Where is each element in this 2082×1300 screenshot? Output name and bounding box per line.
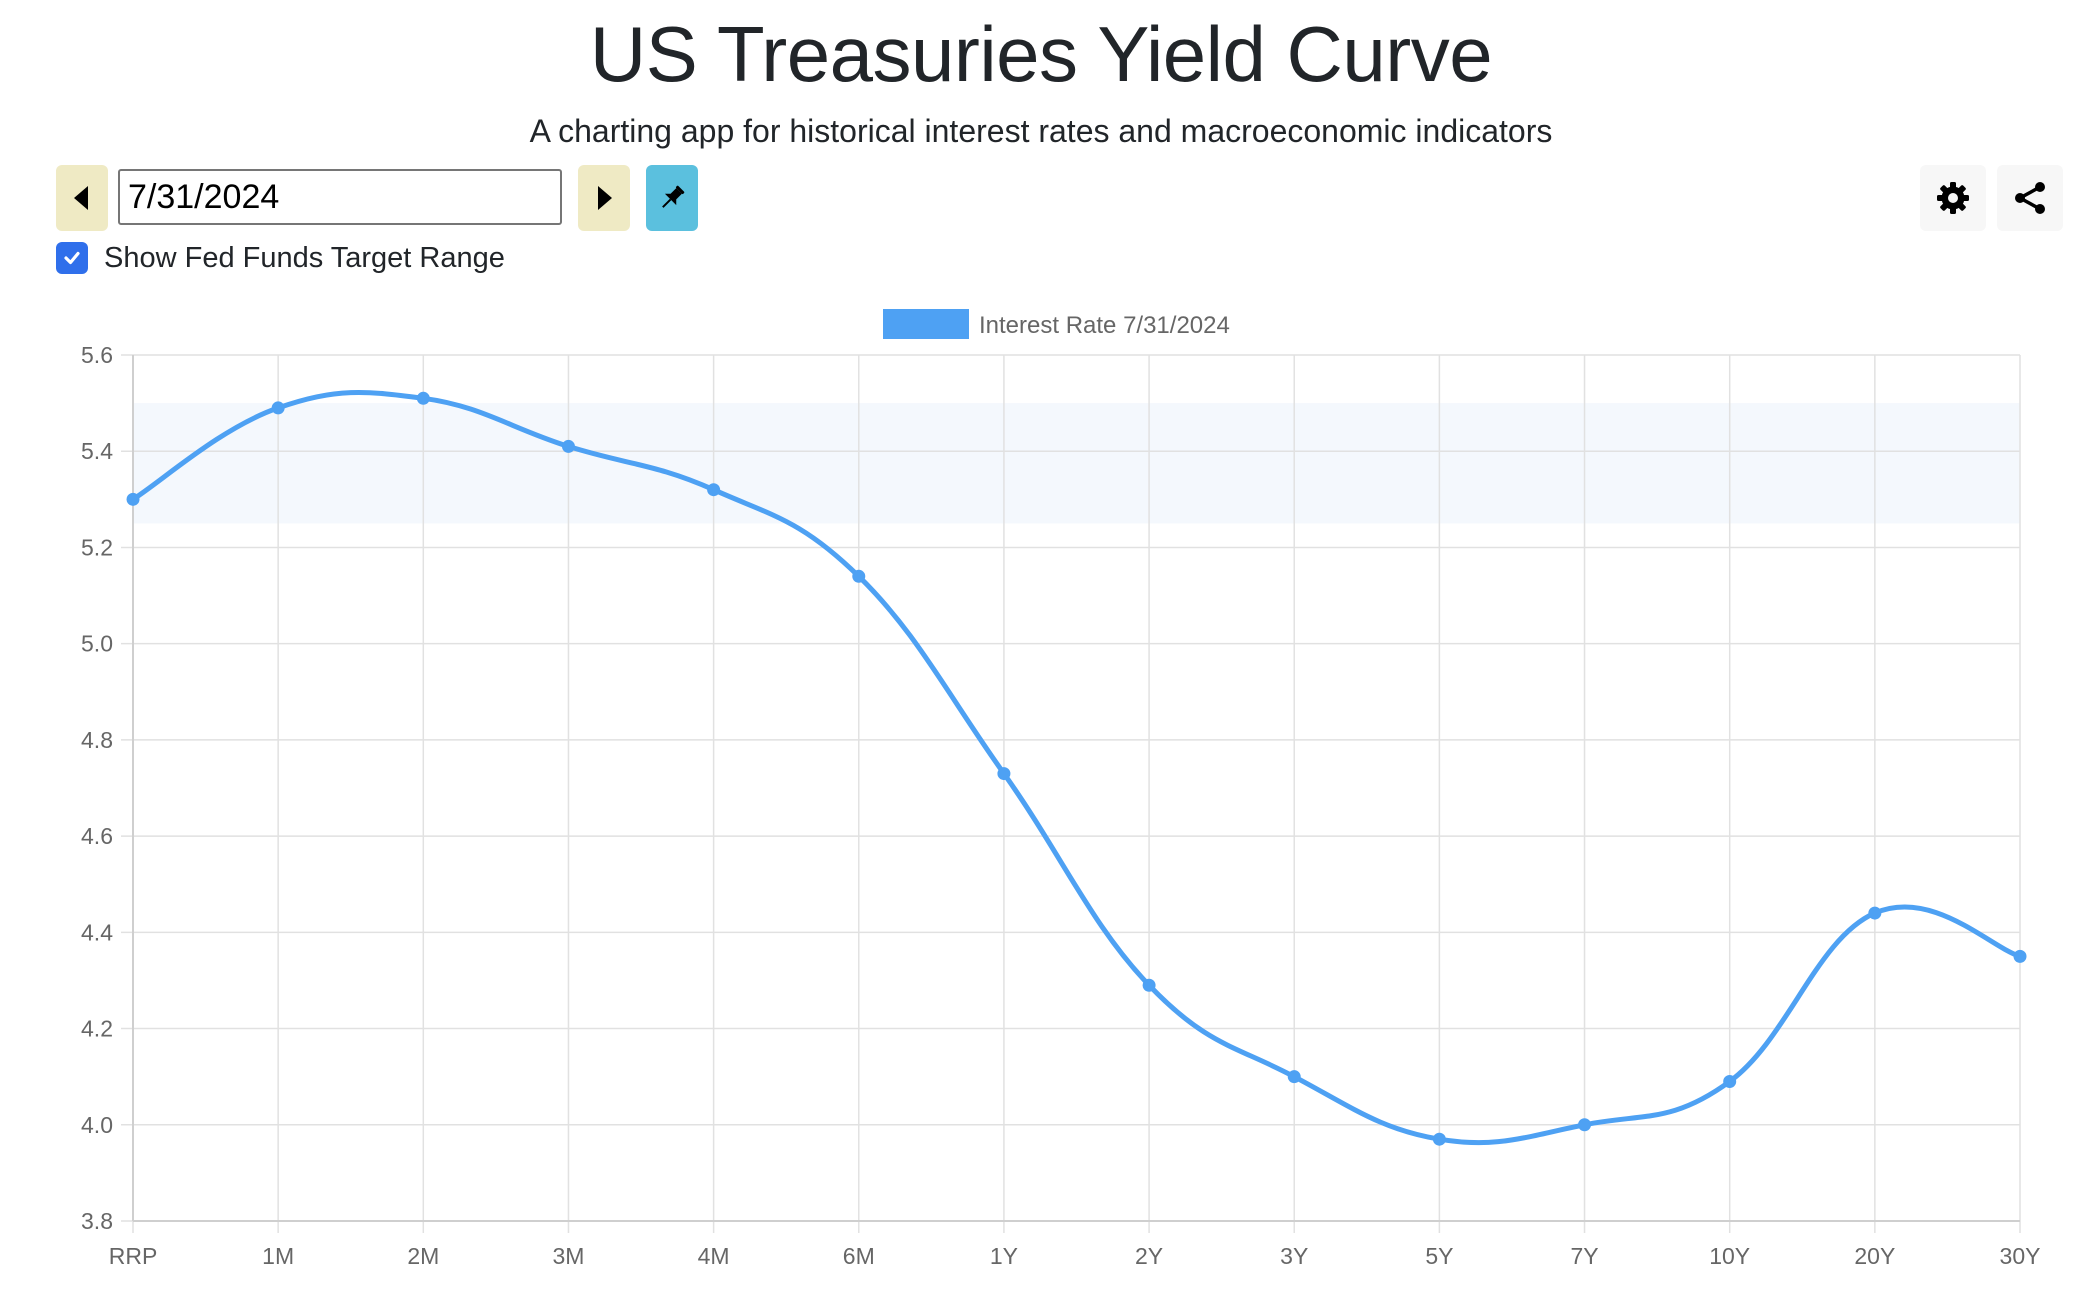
x-tick-label: 7Y bbox=[1570, 1243, 1598, 1269]
share-button[interactable] bbox=[1997, 165, 2063, 231]
interest-rate-data-point bbox=[1578, 1118, 1592, 1132]
caret-left-icon bbox=[74, 186, 88, 210]
y-tick-label: 5.4 bbox=[81, 438, 113, 464]
interest-rate-data-point bbox=[997, 767, 1011, 781]
x-tick-label: 4M bbox=[698, 1243, 730, 1269]
interest-rate-data-point bbox=[1287, 1070, 1301, 1084]
fed-funds-target-band bbox=[133, 403, 2020, 524]
date-input[interactable] bbox=[118, 169, 562, 225]
pin-button[interactable] bbox=[646, 165, 698, 231]
interest-rate-data-point bbox=[1142, 978, 1156, 992]
legend-label: Interest Rate 7/31/2024 bbox=[979, 312, 1230, 339]
x-tick-label: 30Y bbox=[2000, 1243, 2041, 1269]
y-tick-label: 4.2 bbox=[81, 1016, 113, 1042]
y-tick-label: 4.4 bbox=[81, 919, 113, 945]
page-title: US Treasuries Yield Curve bbox=[589, 10, 1493, 98]
pin-icon bbox=[662, 185, 685, 208]
interest-rate-data-point bbox=[126, 492, 140, 506]
settings-button[interactable] bbox=[1920, 165, 1986, 231]
interest-rate-data-point bbox=[561, 439, 575, 453]
page-subtitle: A charting app for historical interest r… bbox=[529, 113, 1553, 149]
interest-rate-data-point bbox=[271, 401, 285, 415]
y-tick-label: 4.8 bbox=[81, 727, 113, 753]
x-tick-label: 1Y bbox=[990, 1243, 1018, 1269]
previous-date-button[interactable] bbox=[56, 165, 108, 231]
y-tick-label: 5.2 bbox=[81, 534, 113, 560]
legend-swatch bbox=[883, 309, 969, 339]
share-icon bbox=[2015, 182, 2045, 214]
interest-rate-data-point bbox=[1868, 906, 1882, 920]
x-tick-label: 6M bbox=[843, 1243, 875, 1269]
y-tick-label: 3.8 bbox=[81, 1208, 113, 1234]
yield-curve-chart: 3.8 4.0 4.2 4.4 4.6 4.8 5.0 5.2 5.4 5.6 RRP 1M 2M 3M 4… bbox=[81, 309, 2041, 1269]
gear-icon bbox=[1937, 182, 1969, 214]
next-date-button[interactable] bbox=[578, 165, 630, 231]
y-tick-label: 5.6 bbox=[81, 342, 113, 368]
x-tick-label: 1M bbox=[262, 1243, 294, 1269]
x-tick-label: 10Y bbox=[1709, 1243, 1750, 1269]
y-tick-label: 4.6 bbox=[81, 823, 113, 849]
x-tick-label: 2Y bbox=[1135, 1243, 1163, 1269]
x-tick-label: 3M bbox=[552, 1243, 584, 1269]
x-tick-label: 5Y bbox=[1425, 1243, 1453, 1269]
interest-rate-data-point bbox=[1432, 1132, 1446, 1146]
fed-funds-checkbox[interactable] bbox=[56, 242, 88, 274]
interest-rate-data-point bbox=[707, 483, 721, 497]
caret-right-icon bbox=[598, 186, 612, 210]
interest-rate-data-point bbox=[416, 391, 430, 405]
x-tick-label: 2M bbox=[407, 1243, 439, 1269]
interest-rate-data-point bbox=[2013, 949, 2027, 963]
fed-funds-checkbox-label: Show Fed Funds Target Range bbox=[104, 242, 505, 274]
interest-rate-data-point bbox=[1723, 1074, 1737, 1088]
x-tick-label: 20Y bbox=[1854, 1243, 1895, 1269]
interest-rate-data-point bbox=[852, 569, 866, 583]
x-tick-label: RRP bbox=[109, 1243, 158, 1269]
y-tick-label: 5.0 bbox=[81, 631, 113, 657]
y-tick-label: 4.0 bbox=[81, 1112, 113, 1138]
checkmark-icon bbox=[64, 251, 80, 265]
x-tick-label: 3Y bbox=[1280, 1243, 1308, 1269]
